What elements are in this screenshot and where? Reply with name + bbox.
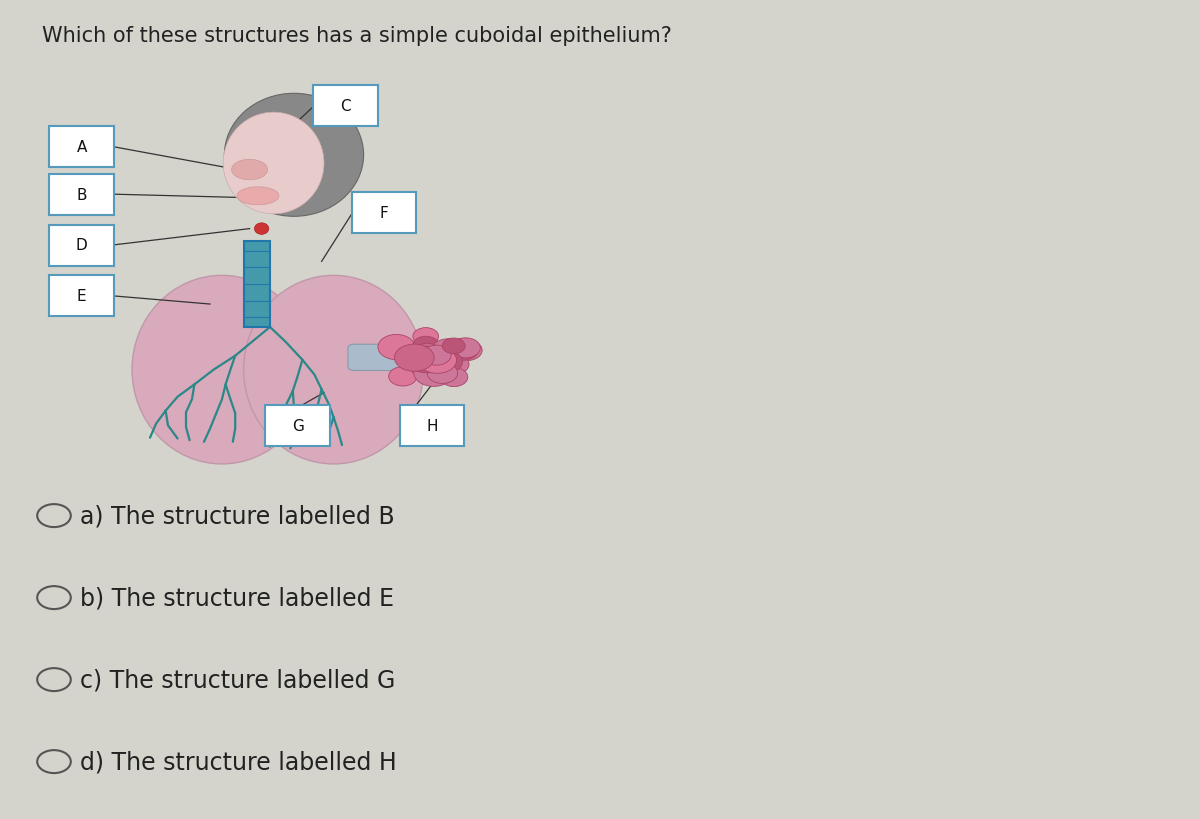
FancyBboxPatch shape bbox=[244, 242, 270, 328]
Circle shape bbox=[431, 346, 462, 368]
Ellipse shape bbox=[132, 276, 312, 464]
Ellipse shape bbox=[232, 160, 268, 180]
Circle shape bbox=[389, 367, 416, 387]
Circle shape bbox=[395, 345, 434, 372]
Circle shape bbox=[414, 356, 444, 376]
Circle shape bbox=[414, 360, 454, 387]
Circle shape bbox=[431, 357, 461, 377]
FancyBboxPatch shape bbox=[49, 225, 114, 266]
Circle shape bbox=[413, 363, 438, 380]
Ellipse shape bbox=[254, 224, 269, 235]
Circle shape bbox=[427, 363, 457, 384]
Text: Which of these structures has a simple cuboidal epithelium?: Which of these structures has a simple c… bbox=[42, 26, 672, 46]
FancyBboxPatch shape bbox=[400, 405, 464, 446]
FancyBboxPatch shape bbox=[49, 276, 114, 317]
FancyBboxPatch shape bbox=[49, 174, 114, 215]
Circle shape bbox=[425, 354, 452, 373]
Ellipse shape bbox=[224, 94, 364, 217]
Ellipse shape bbox=[238, 188, 278, 206]
FancyBboxPatch shape bbox=[348, 345, 426, 371]
Circle shape bbox=[422, 346, 451, 366]
Circle shape bbox=[422, 348, 454, 369]
Text: d) The structure labelled H: d) The structure labelled H bbox=[80, 749, 397, 774]
Text: G: G bbox=[292, 419, 304, 433]
Text: D: D bbox=[76, 238, 88, 253]
Text: A: A bbox=[77, 140, 86, 155]
FancyBboxPatch shape bbox=[49, 127, 114, 168]
Text: H: H bbox=[426, 419, 438, 433]
Circle shape bbox=[430, 351, 462, 373]
FancyBboxPatch shape bbox=[352, 192, 416, 233]
Circle shape bbox=[407, 347, 446, 373]
Text: F: F bbox=[379, 206, 389, 220]
Text: c) The structure labelled G: c) The structure labelled G bbox=[80, 667, 396, 692]
Circle shape bbox=[452, 341, 482, 361]
Ellipse shape bbox=[223, 113, 324, 215]
Circle shape bbox=[440, 369, 468, 387]
Circle shape bbox=[446, 339, 479, 361]
Circle shape bbox=[414, 344, 442, 363]
Text: B: B bbox=[77, 188, 86, 202]
FancyBboxPatch shape bbox=[265, 405, 330, 446]
Circle shape bbox=[413, 337, 439, 355]
Circle shape bbox=[418, 347, 456, 373]
Circle shape bbox=[431, 339, 466, 363]
Text: E: E bbox=[77, 289, 86, 304]
Text: b) The structure labelled E: b) The structure labelled E bbox=[80, 586, 395, 610]
Circle shape bbox=[443, 338, 466, 355]
Text: C: C bbox=[341, 99, 350, 114]
Circle shape bbox=[412, 358, 442, 379]
Circle shape bbox=[409, 349, 436, 367]
Text: a) The structure labelled B: a) The structure labelled B bbox=[80, 504, 395, 528]
Ellipse shape bbox=[244, 276, 424, 464]
Circle shape bbox=[378, 335, 415, 360]
Circle shape bbox=[420, 361, 450, 382]
Circle shape bbox=[428, 351, 464, 376]
FancyBboxPatch shape bbox=[313, 86, 378, 127]
Circle shape bbox=[440, 355, 469, 375]
Circle shape bbox=[431, 351, 463, 373]
Circle shape bbox=[413, 328, 439, 346]
Circle shape bbox=[451, 338, 480, 359]
